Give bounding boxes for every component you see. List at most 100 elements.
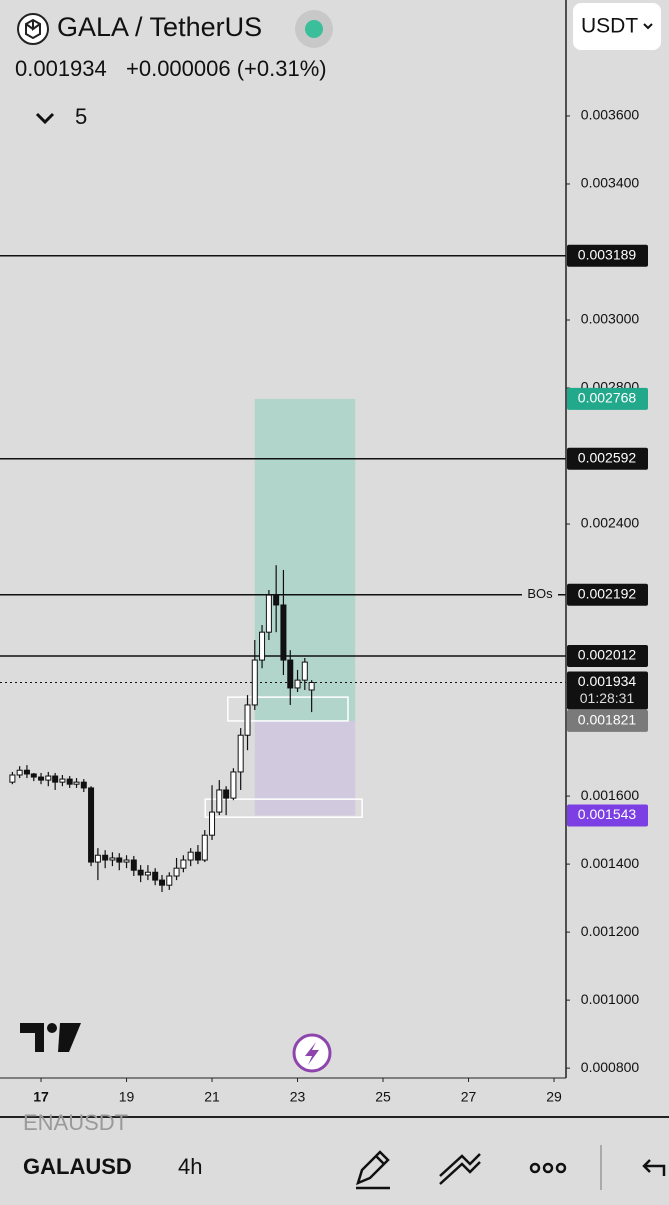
candle-body <box>109 857 116 861</box>
candle-body <box>116 857 123 863</box>
target-tag <box>567 387 648 410</box>
candle-body <box>123 859 130 863</box>
x-tick-label: 27 <box>461 1089 477 1105</box>
currency-label[interactable]: USDT <box>581 15 638 38</box>
last-price: 0.001934 <box>15 56 107 81</box>
candle-body <box>251 659 258 706</box>
candle-body <box>273 594 280 606</box>
stop-zone <box>254 720 356 816</box>
level-tag <box>567 583 648 606</box>
market-status-dot <box>305 20 323 38</box>
candle-body <box>287 659 294 689</box>
candle-body <box>194 851 201 861</box>
target-tag-label: 0.002768 <box>578 390 637 406</box>
candle-body <box>301 661 308 681</box>
level-tag <box>567 447 648 470</box>
candle-body <box>166 875 173 886</box>
y-tick-label: 0.003400 <box>581 175 640 191</box>
zone-box <box>227 696 349 722</box>
candle-body <box>187 851 194 861</box>
price-change: +0.000006 (+0.31%) <box>126 56 327 81</box>
more-menu[interactable] <box>529 1162 567 1174</box>
y-tick-label: 0.003600 <box>581 107 640 123</box>
level-tag-label: 0.002592 <box>578 449 637 465</box>
candle-body <box>66 778 73 785</box>
currency-select[interactable] <box>573 3 661 50</box>
bolt-button[interactable] <box>292 1033 332 1073</box>
level-tag-label: 0.002012 <box>578 647 637 663</box>
plot: BOs <box>0 254 566 892</box>
candle-body <box>59 778 66 783</box>
last-price-tag <box>567 671 648 710</box>
candle-body <box>73 781 80 785</box>
lines-tool[interactable] <box>439 1153 481 1185</box>
x-tick-label: 19 <box>119 1089 135 1105</box>
candle-body <box>52 775 59 783</box>
symbol-logo[interactable] <box>17 13 49 45</box>
y-tick-label: 0.001400 <box>581 855 640 871</box>
candle-body <box>23 769 30 775</box>
candle-body <box>209 811 216 836</box>
zone-box <box>204 798 363 818</box>
y-tick-label: 0.001200 <box>581 923 640 939</box>
candle-body <box>237 734 244 773</box>
symbol-tab[interactable]: ENAUSDT <box>23 1110 128 1135</box>
candle-body <box>201 834 208 861</box>
entry-tag <box>567 709 648 732</box>
candle-body <box>280 604 287 661</box>
candle-body <box>265 594 272 633</box>
x-tick-label: 29 <box>546 1089 562 1105</box>
back-button[interactable] <box>642 1159 666 1176</box>
candle-body <box>294 679 301 689</box>
y-tick-label: 0.000800 <box>581 1059 640 1075</box>
level-name-bg <box>522 585 558 604</box>
level-name: BOs <box>527 586 553 601</box>
candle-body <box>216 789 223 813</box>
x-tick-label: 23 <box>290 1089 306 1105</box>
tradingview-logo <box>20 1023 81 1052</box>
candle-body <box>137 869 144 876</box>
level-tag-label: 0.002192 <box>578 585 637 601</box>
candle-body <box>223 789 230 799</box>
last-price-label: 0.001934 <box>578 673 637 689</box>
candle-body <box>259 631 266 661</box>
candle-body <box>173 867 180 877</box>
x-tick-label: 25 <box>375 1089 391 1105</box>
symbol-tab[interactable]: GALAUSD <box>23 1154 132 1179</box>
candle-body <box>30 773 37 778</box>
candle-body <box>94 854 101 863</box>
candle-body <box>9 774 16 783</box>
x-tick-label: 17 <box>33 1089 49 1105</box>
currency-chevron <box>643 23 653 30</box>
candle-body <box>38 776 45 781</box>
candle-body <box>230 771 237 799</box>
candle-body <box>159 879 166 886</box>
candle-body <box>180 859 187 869</box>
candle-body <box>80 781 87 789</box>
candle-body <box>45 775 52 781</box>
candle-body <box>102 854 109 861</box>
entry-tag-label: 0.001821 <box>578 712 637 728</box>
candle-body <box>16 769 23 776</box>
y-tick-label: 0.001000 <box>581 991 640 1007</box>
stop-tag-label: 0.001543 <box>578 806 637 822</box>
candle-body <box>88 787 95 863</box>
candle-body <box>244 704 251 736</box>
indicator-count[interactable]: 5 <box>75 104 87 129</box>
stop-tag <box>567 804 648 827</box>
level-tag-label: 0.003189 <box>578 246 637 262</box>
interval[interactable]: 4h <box>178 1154 202 1179</box>
draw-tool[interactable] <box>356 1150 390 1190</box>
y-tick-label: 0.003000 <box>581 311 640 327</box>
symbol-title[interactable]: GALA / TetherUS <box>57 12 262 42</box>
y-tick-label: 0.002400 <box>581 515 640 531</box>
x-tick-label: 21 <box>204 1089 220 1105</box>
level-tag <box>567 644 648 667</box>
level-tag <box>567 244 648 267</box>
candle-body <box>130 859 137 871</box>
candle-body <box>152 871 159 881</box>
indicators-toggle[interactable] <box>35 112 55 125</box>
y-tick-label: 0.001600 <box>581 787 640 803</box>
countdown: 01:28:31 <box>580 690 635 706</box>
